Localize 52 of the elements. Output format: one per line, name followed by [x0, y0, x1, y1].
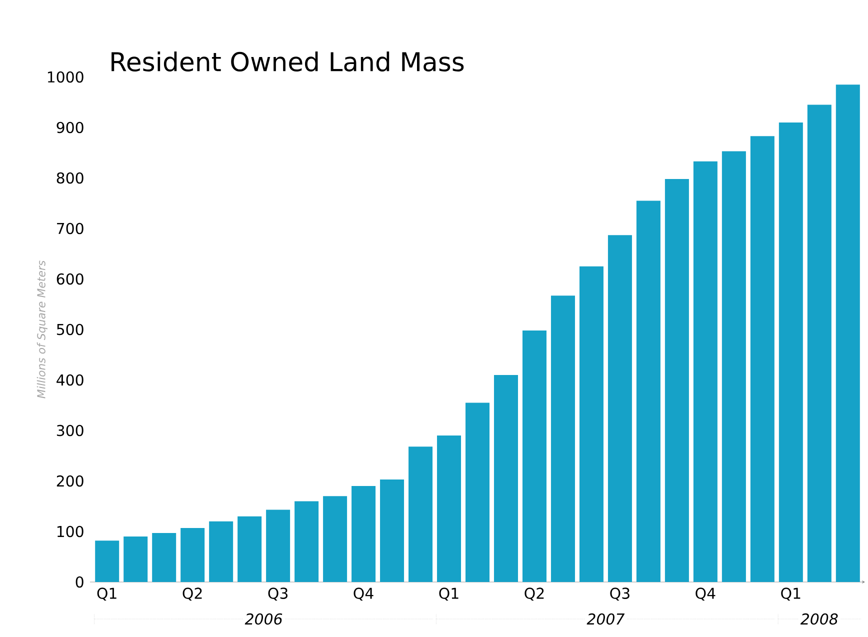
bar [209, 521, 234, 582]
bar [722, 151, 746, 582]
bar [636, 200, 660, 582]
bar [522, 330, 546, 582]
y-tick-label: 100 [57, 526, 84, 538]
y-axis-title: Millions of Square Meters [36, 260, 48, 398]
text: 2008 [800, 613, 838, 625]
x-tick-label: Q1 [97, 588, 116, 601]
bar [124, 536, 148, 582]
bar [608, 235, 632, 582]
x-tick-label: Q3 [610, 588, 630, 601]
bar [750, 136, 774, 582]
x-tick-label: Q2 [182, 588, 202, 601]
y-tick-label: 300 [56, 424, 84, 436]
bar [380, 479, 404, 582]
y-tick-label: 800 [56, 172, 84, 184]
y-tick-label: 900 [56, 122, 84, 134]
x-tick-label: Q1 [439, 588, 458, 601]
bar [238, 516, 262, 582]
bar [494, 374, 518, 582]
x-tick-label: Q4 [354, 588, 374, 601]
y-tick-label: 400 [56, 374, 84, 386]
x-tick-label: Q2 [524, 588, 544, 601]
bar [778, 122, 803, 582]
bar [352, 486, 376, 582]
bar [294, 501, 319, 582]
y-tick-label: 0 [76, 576, 84, 588]
text: 2007 [586, 613, 625, 625]
bar [266, 510, 290, 582]
bar [579, 266, 604, 582]
y-tick-label: 200 [56, 475, 84, 487]
bar [836, 84, 860, 582]
bar [664, 179, 689, 582]
bar [408, 446, 433, 582]
y-tick-label: 600 [56, 273, 84, 285]
x-tick-label: Q3 [268, 588, 288, 601]
bar [550, 296, 575, 582]
bar [693, 161, 718, 582]
bar [807, 104, 832, 582]
x-tick-label: Q1 [781, 588, 800, 601]
bar [95, 540, 120, 582]
y-tick-label: 1000 [48, 71, 84, 83]
y-tick-label: 700 [57, 222, 84, 234]
bar [152, 533, 176, 582]
text: 2006 [244, 613, 282, 625]
chart-title: Resident Owned Land Mass [112, 51, 464, 72]
bar [466, 402, 490, 582]
bar [323, 496, 348, 582]
x-tick-label: Q4 [696, 588, 716, 601]
y-tick-label: 500 [56, 324, 84, 336]
bar [180, 528, 205, 582]
bar [437, 436, 462, 582]
